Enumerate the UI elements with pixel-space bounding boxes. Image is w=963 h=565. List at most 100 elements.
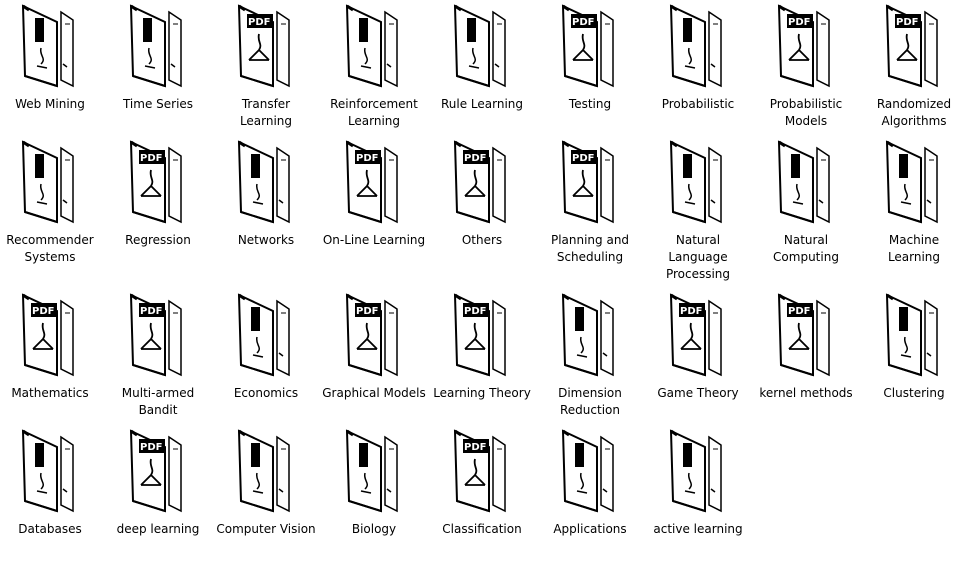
folder-icon [21, 4, 74, 88]
file-item[interactable]: PDF Randomized Algorithms [860, 4, 963, 130]
file-label: Probabilistic [661, 97, 735, 111]
file-label: Economics [233, 386, 299, 400]
file-item[interactable]: Reinforcement Learning [320, 4, 428, 130]
file-item[interactable]: Natural Computing [752, 140, 860, 266]
pdf-folder-icon: PDF [21, 293, 74, 377]
pdf-folder-icon: PDF [125, 140, 191, 228]
file-item[interactable]: PDF Others [428, 140, 536, 249]
folder-icon [237, 429, 290, 513]
pdf-folder-icon: PDF [125, 429, 191, 517]
file-item[interactable]: Web Mining [0, 4, 104, 113]
file-item[interactable]: Probabilistic [644, 4, 752, 113]
folder-icon [885, 140, 938, 224]
folder-icon [17, 429, 83, 517]
pdf-folder-icon: PDF [237, 4, 290, 88]
file-item[interactable]: Natural Language Processing [644, 140, 752, 283]
file-item[interactable]: PDF Transfer Learning [212, 4, 320, 130]
file-item[interactable]: Networks [212, 140, 320, 249]
file-item[interactable]: Machine Learning [860, 140, 963, 266]
file-item[interactable]: PDF Testing [536, 4, 644, 113]
file-label: Rule Learning [440, 97, 524, 111]
svg-text:PDF: PDF [572, 153, 594, 164]
svg-text:PDF: PDF [464, 306, 486, 317]
folder-icon [125, 4, 191, 92]
folder-icon [21, 140, 74, 224]
file-item[interactable]: Time Series [104, 4, 212, 113]
folder-icon [561, 429, 614, 513]
pdf-folder-icon: PDF [449, 140, 515, 228]
file-label: Applications [553, 522, 627, 536]
file-label: Planning and Scheduling [550, 233, 630, 264]
folder-icon [557, 293, 623, 381]
file-label: Reinforcement Learning [330, 97, 418, 128]
folder-icon [773, 140, 839, 228]
file-item[interactable]: active learning [644, 429, 752, 538]
folder-icon [665, 4, 731, 92]
file-label: Biology [351, 522, 397, 536]
svg-text:PDF: PDF [356, 153, 378, 164]
svg-text:PDF: PDF [680, 306, 702, 317]
file-label: On-Line Learning [322, 233, 426, 247]
file-label: Regression [125, 233, 191, 247]
file-label: Others [461, 233, 503, 247]
file-item[interactable]: PDF kernel methods [752, 293, 860, 402]
pdf-folder-icon: PDF [669, 293, 722, 377]
svg-text:PDF: PDF [140, 306, 162, 317]
file-label: Mathematics [11, 386, 89, 400]
file-item[interactable]: Biology [320, 429, 428, 538]
file-item[interactable]: Recommender Systems [0, 140, 104, 266]
pdf-folder-icon: PDF [129, 429, 182, 513]
file-item[interactable]: PDF Classification [428, 429, 536, 538]
file-item[interactable]: Databases [0, 429, 104, 538]
file-item[interactable]: Clustering [860, 293, 963, 402]
pdf-folder-icon: PDF [17, 293, 83, 381]
pdf-folder-icon: PDF [129, 140, 182, 224]
file-item[interactable]: Computer Vision [212, 429, 320, 538]
file-item[interactable]: PDF Planning and Scheduling [536, 140, 644, 266]
pdf-folder-icon: PDF [449, 429, 515, 517]
pdf-folder-icon: PDF [777, 293, 830, 377]
file-item[interactable]: PDF Regression [104, 140, 212, 249]
file-item[interactable]: PDF Probabilistic Models [752, 4, 860, 130]
pdf-folder-icon: PDF [341, 140, 407, 228]
file-label: deep learning [116, 522, 200, 536]
folder-icon [881, 140, 947, 228]
svg-text:PDF: PDF [464, 153, 486, 164]
file-label: Testing [568, 97, 612, 111]
pdf-folder-icon: PDF [233, 4, 299, 92]
file-item[interactable]: PDF Learning Theory [428, 293, 536, 402]
file-label: Learning Theory [433, 386, 531, 400]
svg-text:PDF: PDF [788, 306, 810, 317]
file-item[interactable]: PDF On-Line Learning [320, 140, 428, 249]
pdf-folder-icon: PDF [773, 293, 839, 381]
file-item[interactable]: PDF Mathematics [0, 293, 104, 402]
pdf-folder-icon: PDF [665, 293, 731, 381]
file-item[interactable]: Applications [536, 429, 644, 538]
pdf-folder-icon: PDF [777, 4, 830, 88]
file-item[interactable]: PDF Multi-armed Bandit [104, 293, 212, 419]
file-label: Clustering [883, 386, 945, 400]
file-item[interactable]: Dimension Reduction [536, 293, 644, 419]
file-item[interactable]: Economics [212, 293, 320, 402]
pdf-folder-icon: PDF [129, 293, 182, 377]
file-item[interactable]: Rule Learning [428, 4, 536, 113]
folder-icon [669, 140, 722, 224]
pdf-folder-icon: PDF [561, 4, 614, 88]
folder-icon [777, 140, 830, 224]
file-label: Recommender Systems [6, 233, 94, 264]
file-item[interactable]: PDF Game Theory [644, 293, 752, 402]
file-label: Transfer Learning [239, 97, 293, 128]
folder-icon [885, 293, 938, 377]
folder-icon [669, 429, 722, 513]
pdf-folder-icon: PDF [341, 293, 407, 381]
file-label: Networks [237, 233, 295, 247]
file-label: Multi-armed Bandit [121, 386, 195, 417]
svg-text:PDF: PDF [140, 153, 162, 164]
folder-icon [129, 4, 182, 88]
file-item[interactable]: PDF Graphical Models [320, 293, 428, 402]
file-label: Probabilistic Models [769, 97, 843, 128]
pdf-folder-icon: PDF [885, 4, 938, 88]
file-item[interactable]: PDF deep learning [104, 429, 212, 538]
folder-icon [341, 4, 407, 92]
file-label: Randomized Algorithms [876, 97, 952, 128]
